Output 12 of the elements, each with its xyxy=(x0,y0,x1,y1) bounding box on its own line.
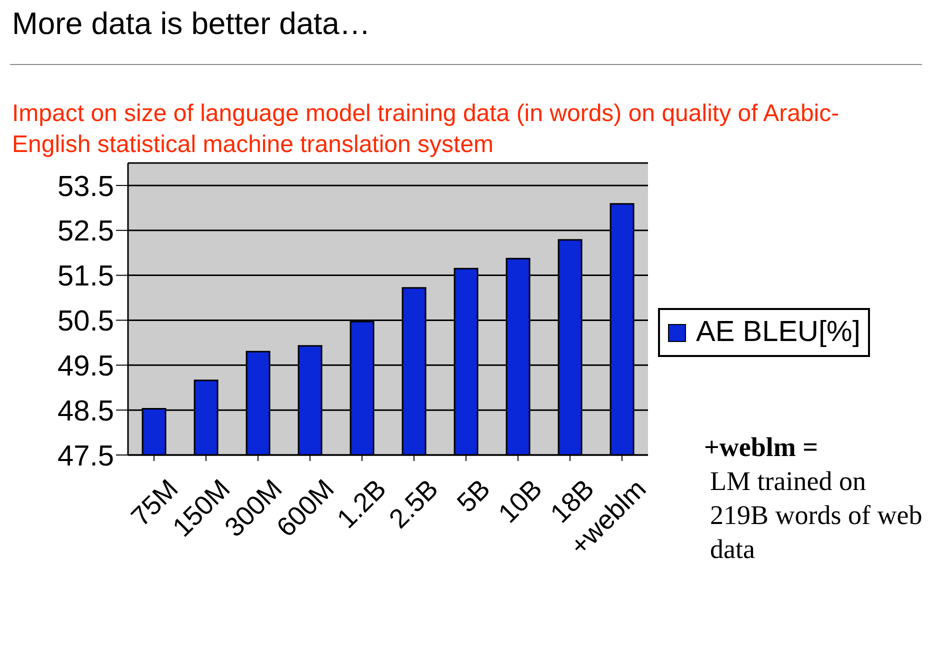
y-tick-label: 53.5 xyxy=(58,170,114,203)
y-tick-label: 51.5 xyxy=(58,260,114,293)
chart-subtitle: Impact on size of language model training data (in words) on quality of Arabic-English statistical machine translation system xyxy=(12,99,840,160)
text: LM trained on 219B words of web data xyxy=(709,465,924,566)
y-tick-label: 47.5 xyxy=(58,440,114,472)
y-tick-label: 48.5 xyxy=(58,395,114,428)
y-tick-label: 49.5 xyxy=(58,350,114,382)
legend-label: AE BLEU[%] xyxy=(696,316,860,349)
chart-title: More data is better data… xyxy=(12,6,370,42)
y-tick-label: 50.5 xyxy=(58,306,114,338)
y-tick-label: 52.5 xyxy=(58,216,114,248)
text: +weblm = xyxy=(703,431,820,464)
